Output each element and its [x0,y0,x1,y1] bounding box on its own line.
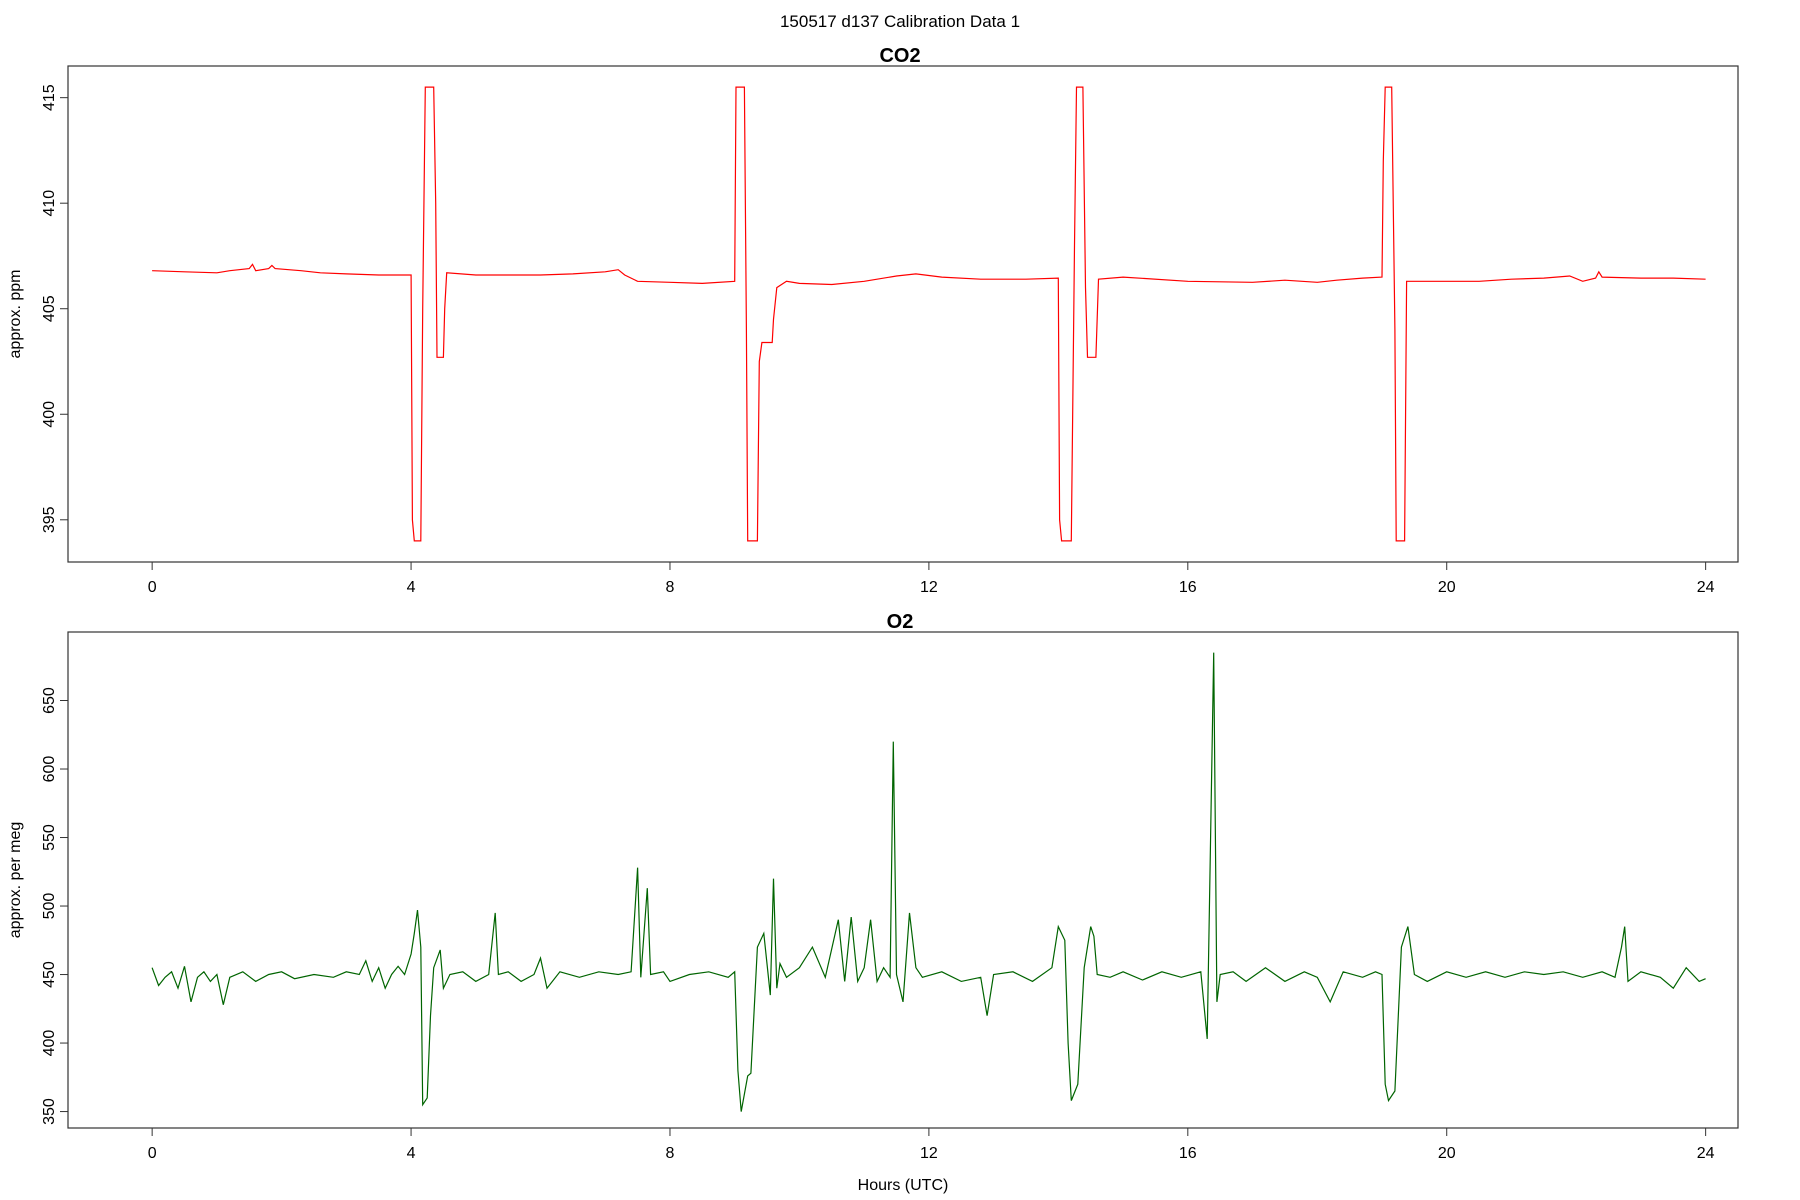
o2-x-tick-label: 24 [1697,1145,1715,1162]
co2-x-tick-label: 4 [407,579,416,596]
co2-x-tick-label: 8 [666,579,675,596]
o2-y-tick-label: 550 [41,824,58,851]
co2-series-line [152,86,1706,542]
co2-y-tick-label: 410 [41,190,58,217]
co2-panel: CO2 0 4 8 12 16 20 24 395 400 405 410 415 approx. … [7,45,1739,596]
o2-x-tick-label: 0 [148,1145,157,1162]
co2-y-tick-label: 395 [41,506,58,533]
co2-x-tick-label: 12 [920,579,938,596]
o2-x-tick-label: 20 [1438,1145,1456,1162]
o2-title: O2 [887,611,914,633]
co2-y-axis: 395 400 405 410 415 [41,84,69,533]
o2-y-tick-label: 600 [41,756,58,783]
co2-y-axis-title: approx. ppm [7,270,24,359]
o2-x-axis: 0 4 8 12 16 20 24 [148,1127,1715,1162]
o2-plot-frame [67,631,1739,1129]
o2-y-tick-label: 350 [41,1098,58,1125]
o2-x-tick-label: 12 [920,1145,938,1162]
o2-x-tick-label: 8 [666,1145,675,1162]
co2-x-tick-label: 20 [1438,579,1456,596]
co2-plot-frame [67,65,1739,563]
co2-y-tick-label: 415 [41,84,58,111]
co2-x-tick-label: 24 [1697,579,1715,596]
o2-x-tick-label: 4 [407,1145,416,1162]
co2-x-tick-label: 16 [1179,579,1197,596]
o2-y-axis-title: approx. per meg [7,822,24,939]
figure-suptitle: 150517 d137 Calibration Data 1 [780,12,1020,31]
o2-panel: O2 0 4 8 12 16 20 24 350 400 450 500 550 600 650 Hou… [7,611,1739,1194]
o2-x-axis-title: Hours (UTC) [858,1177,949,1194]
co2-x-tick-label: 0 [148,579,157,596]
o2-y-tick-label: 650 [41,687,58,714]
o2-series-line [151,652,1706,1112]
co2-title: CO2 [879,45,920,67]
co2-x-axis: 0 4 8 12 16 20 24 [148,561,1715,596]
o2-y-tick-label: 400 [41,1030,58,1057]
co2-y-tick-label: 405 [41,295,58,322]
o2-y-tick-label: 500 [41,893,58,920]
co2-y-tick-label: 400 [41,401,58,428]
o2-y-tick-label: 450 [41,961,58,988]
o2-x-tick-label: 16 [1179,1145,1197,1162]
o2-y-axis: 350 400 450 500 550 600 650 [41,687,69,1125]
